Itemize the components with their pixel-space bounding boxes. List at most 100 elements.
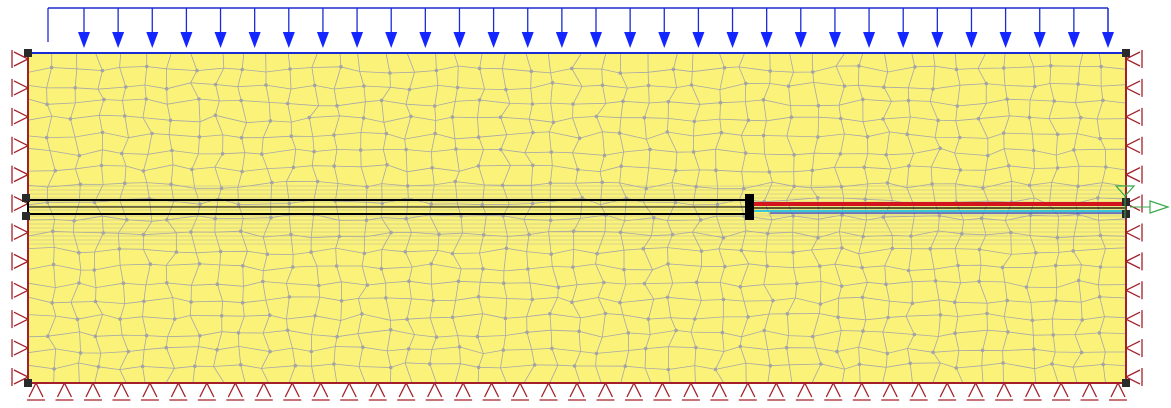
- mesh-node: [1052, 99, 1056, 103]
- mesh-node: [164, 87, 169, 91]
- roller-support-icon: [11, 107, 29, 126]
- mesh-node: [765, 231, 770, 236]
- mesh-node: [164, 345, 169, 350]
- mesh-node: [288, 67, 292, 71]
- mesh-node: [694, 345, 698, 350]
- mesh-node: [984, 81, 989, 86]
- mesh-node: [618, 71, 623, 75]
- mesh-node: [532, 363, 537, 367]
- mesh-node: [977, 279, 981, 284]
- mesh-node: [761, 133, 766, 138]
- mesh-node: [840, 246, 844, 250]
- mesh-node: [213, 82, 218, 87]
- mesh-node: [46, 334, 50, 339]
- mesh-node: [1099, 64, 1103, 69]
- mesh-node: [742, 186, 746, 191]
- mesh-node: [818, 302, 823, 306]
- roller-support-icon: [1109, 382, 1127, 401]
- mesh-node: [437, 232, 441, 237]
- mesh-node: [365, 185, 369, 189]
- down-arrow-icon: [555, 32, 568, 48]
- roller-support-icon: [539, 382, 558, 401]
- mesh-node: [986, 153, 990, 158]
- mesh-node: [860, 295, 865, 300]
- roller-support-icon: [511, 382, 530, 401]
- roller-support-icon: [1125, 223, 1143, 242]
- mesh-node: [332, 133, 336, 137]
- down-arrow-icon: [931, 32, 944, 48]
- mesh-node: [476, 135, 481, 139]
- mesh-node: [838, 152, 843, 156]
- mesh-node: [525, 330, 529, 335]
- mesh-node: [715, 202, 720, 207]
- mesh-node: [1098, 233, 1103, 238]
- mesh-node: [937, 214, 942, 218]
- mesh-node: [407, 87, 412, 92]
- mesh-node: [674, 328, 678, 333]
- mesh-node: [792, 184, 796, 189]
- roller-support-icon: [1125, 50, 1143, 68]
- down-arrow-icon: [794, 32, 807, 48]
- mesh-node: [571, 102, 575, 106]
- mesh-node: [364, 218, 369, 222]
- mesh-node: [531, 130, 535, 135]
- roller-support-icon: [738, 382, 757, 401]
- mesh-node: [980, 348, 985, 353]
- mesh-node: [1049, 64, 1053, 68]
- mesh-node: [360, 312, 364, 316]
- mesh-node: [379, 98, 384, 103]
- roller-support-icon: [83, 382, 102, 401]
- roller-support-icon: [283, 382, 302, 401]
- roller-support-icon: [311, 382, 330, 401]
- mesh-node: [698, 218, 703, 222]
- mesh-node: [836, 315, 840, 320]
- mesh-node: [429, 202, 434, 206]
- mesh-node: [1030, 318, 1035, 323]
- mesh-node: [644, 186, 648, 191]
- mesh-node: [1028, 213, 1033, 218]
- mesh-node: [958, 135, 962, 140]
- roller-support-icon: [681, 382, 700, 401]
- mesh-node: [1072, 148, 1076, 152]
- roller-support-icon: [11, 50, 29, 68]
- down-arrow-icon: [863, 32, 876, 48]
- mesh-node: [73, 86, 77, 90]
- mesh-node: [457, 345, 462, 349]
- mesh-node: [405, 317, 409, 322]
- mesh-node: [862, 165, 867, 170]
- mesh-node: [287, 201, 292, 206]
- mesh-node: [388, 328, 393, 332]
- mesh-node: [77, 250, 81, 255]
- mesh-node: [476, 365, 481, 370]
- mesh-node: [693, 317, 697, 321]
- roller-support-icon: [197, 382, 216, 401]
- mesh-node: [811, 70, 815, 74]
- roller-support-icon: [11, 281, 29, 300]
- mesh-node: [1027, 183, 1032, 188]
- mesh-node: [673, 168, 678, 173]
- mesh-node: [526, 267, 530, 271]
- mesh-node: [500, 183, 505, 188]
- mesh-node: [549, 150, 554, 154]
- mesh-node: [141, 232, 146, 237]
- mesh-node: [455, 85, 460, 90]
- mesh-node: [195, 68, 199, 73]
- mesh-node: [621, 99, 625, 104]
- mesh-node: [908, 361, 912, 366]
- mesh-node: [145, 64, 149, 69]
- mesh-node: [666, 367, 671, 372]
- mesh-node: [165, 281, 169, 285]
- mesh-node: [839, 184, 844, 189]
- mesh-node: [429, 262, 434, 266]
- mesh-node: [380, 201, 385, 206]
- mesh-node: [379, 266, 384, 271]
- mesh-node: [890, 246, 895, 251]
- anchor-end-node: [1122, 198, 1130, 206]
- mesh-node: [313, 314, 317, 318]
- mesh-node: [842, 84, 847, 88]
- mesh-node: [389, 365, 393, 370]
- mesh-node: [96, 365, 101, 369]
- mesh-node: [576, 167, 580, 172]
- mesh-node: [189, 300, 193, 304]
- mesh-node: [389, 230, 393, 235]
